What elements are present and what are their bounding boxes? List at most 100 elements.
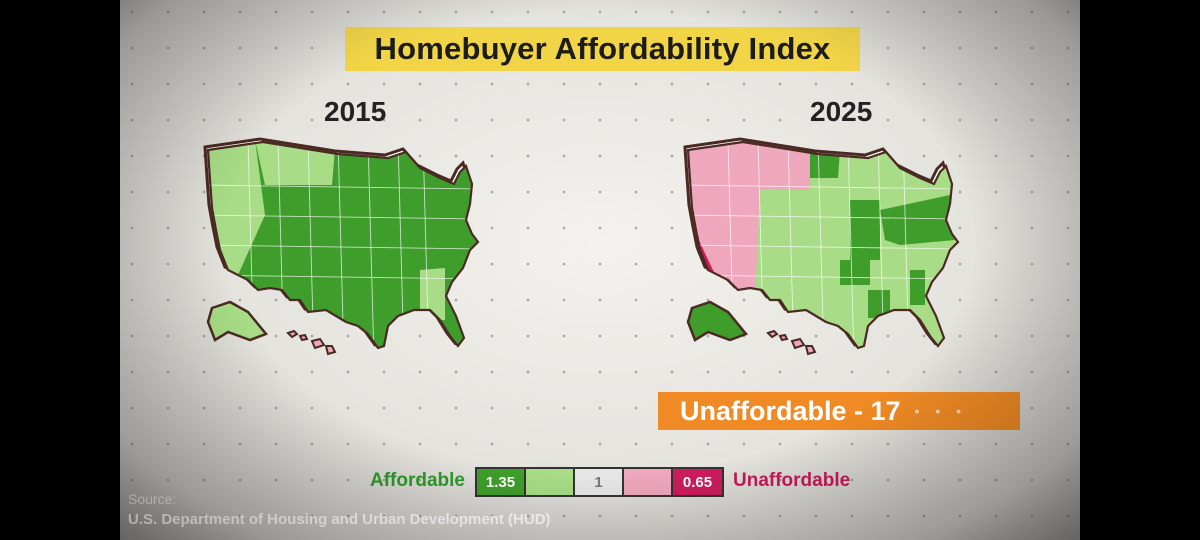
grid-dot xyxy=(886,442,890,446)
grid-dot xyxy=(346,370,350,374)
grid-dot xyxy=(994,46,998,50)
grid-dot xyxy=(562,82,566,86)
grid-dot xyxy=(1030,478,1034,482)
grid-dot xyxy=(166,118,170,122)
grid-dot xyxy=(958,82,962,86)
grid-dot xyxy=(1030,10,1034,14)
grid-dot xyxy=(1030,154,1034,158)
grid-dot xyxy=(562,514,566,518)
grid-dot xyxy=(310,370,314,374)
grid-dot xyxy=(310,334,314,338)
grid-dot xyxy=(994,298,998,302)
grid-dot xyxy=(454,514,458,518)
grid-dot xyxy=(922,82,926,86)
grid-dot xyxy=(166,262,170,266)
grid-dot xyxy=(886,46,890,50)
grid-dot xyxy=(454,82,458,86)
grid-dot xyxy=(634,442,638,446)
grid-dot xyxy=(166,370,170,374)
grid-dot xyxy=(382,442,386,446)
grid-dot xyxy=(1030,82,1034,86)
grid-dot xyxy=(130,10,134,14)
grid-dot xyxy=(166,46,170,50)
grid-dot xyxy=(346,10,350,14)
grid-dot xyxy=(1066,118,1070,122)
grid-dot xyxy=(418,478,422,482)
grid-dot xyxy=(166,154,170,158)
grid-dot xyxy=(562,406,566,410)
grid-dot xyxy=(706,442,710,446)
grid-dot xyxy=(634,226,638,230)
grid-dot xyxy=(706,10,710,14)
title-banner: Homebuyer Affordability Index xyxy=(345,27,860,71)
grid-dot xyxy=(706,370,710,374)
grid-dot xyxy=(490,442,494,446)
grid-dot xyxy=(454,406,458,410)
unaffordable-count-text: Unaffordable - 17 xyxy=(680,395,901,426)
grid-dot xyxy=(814,442,818,446)
grid-dot xyxy=(886,514,890,518)
grid-dot xyxy=(346,478,350,482)
grid-dot xyxy=(526,406,530,410)
grid-dot xyxy=(526,118,530,122)
grid-dot xyxy=(634,154,638,158)
grid-dot xyxy=(490,154,494,158)
grid-dot xyxy=(886,478,890,482)
grid-dot xyxy=(310,514,314,518)
grid-dot xyxy=(886,82,890,86)
grid-dot xyxy=(778,514,782,518)
grid-dot xyxy=(130,262,134,266)
grid-dot xyxy=(994,118,998,122)
state-border xyxy=(208,274,478,280)
grid-dot xyxy=(166,334,170,338)
grid-dot xyxy=(382,370,386,374)
grid-dot xyxy=(202,370,206,374)
grid-dot xyxy=(778,442,782,446)
grid-dot xyxy=(382,514,386,518)
grid-dot xyxy=(886,10,890,14)
grid-dot xyxy=(274,46,278,50)
grid-dot xyxy=(670,82,674,86)
grid-dot xyxy=(1030,262,1034,266)
grid-dot xyxy=(418,82,422,86)
grid-dot xyxy=(958,334,962,338)
grid-dot xyxy=(598,262,602,266)
grid-dot xyxy=(598,370,602,374)
grid-dot xyxy=(670,118,674,122)
page-title: Homebuyer Affordability Index xyxy=(374,31,831,66)
grid-dot xyxy=(706,514,710,518)
grid-dot xyxy=(562,226,566,230)
us-map-2025 xyxy=(683,137,960,356)
grid-dot xyxy=(454,370,458,374)
grid-dot xyxy=(742,10,746,14)
grid-dot xyxy=(166,10,170,14)
grid-dot xyxy=(958,226,962,230)
grid-dot xyxy=(634,262,638,266)
grid-dot xyxy=(706,118,710,122)
grid-dot xyxy=(130,442,134,446)
grid-dot xyxy=(634,370,638,374)
grid-dot xyxy=(274,370,278,374)
source-text: U.S. Department of Housing and Urban Dev… xyxy=(128,511,551,528)
grid-dot xyxy=(526,370,530,374)
grid-dot xyxy=(1066,298,1070,302)
grid-dot xyxy=(382,10,386,14)
grid-dot xyxy=(958,10,962,14)
grid-dot xyxy=(202,82,206,86)
grid-dot xyxy=(598,118,602,122)
legend-cell: 1 xyxy=(575,469,624,495)
grid-dot xyxy=(274,82,278,86)
grid-dot xyxy=(274,406,278,410)
grid-dot xyxy=(634,298,638,302)
grid-dot xyxy=(778,82,782,86)
grid-dot xyxy=(310,118,314,122)
grid-dot xyxy=(670,154,674,158)
state-border xyxy=(688,184,958,190)
grid-dot xyxy=(562,118,566,122)
grid-dot xyxy=(670,442,674,446)
grid-dot xyxy=(1066,478,1070,482)
grid-dot xyxy=(310,442,314,446)
grid-dot xyxy=(526,514,530,518)
state-borders-2025 xyxy=(688,142,958,348)
grid-dot xyxy=(238,514,242,518)
